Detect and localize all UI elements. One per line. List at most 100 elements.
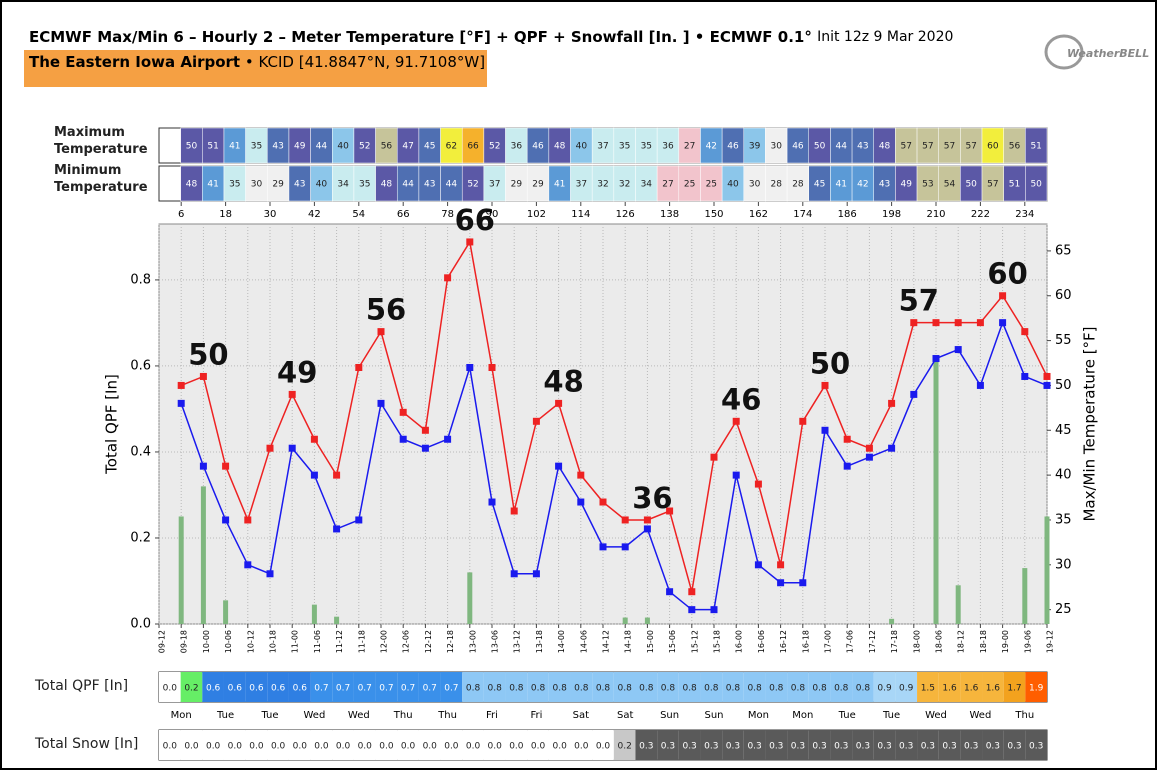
table-value: 35 bbox=[251, 142, 262, 152]
x-tick-label: 15-00 bbox=[646, 630, 655, 653]
hour-tick-label: 162 bbox=[749, 209, 768, 220]
x-tick-label: 16-06 bbox=[757, 630, 766, 653]
table-cell bbox=[223, 730, 246, 760]
table-value: 0.8 bbox=[682, 684, 697, 694]
marker bbox=[688, 588, 696, 596]
marker bbox=[1021, 372, 1029, 380]
hour-tick-label: 126 bbox=[616, 209, 635, 220]
table-cell bbox=[722, 672, 744, 702]
table-value: 0.3 bbox=[726, 742, 740, 752]
table-cell bbox=[1025, 127, 1048, 164]
table-value: 0.0 bbox=[423, 742, 438, 752]
table-value: 41 bbox=[836, 180, 847, 190]
marker bbox=[932, 355, 940, 363]
marker bbox=[643, 525, 651, 533]
table-cell bbox=[657, 730, 679, 760]
y-tick-label: 0.2 bbox=[130, 530, 151, 545]
marker bbox=[910, 319, 918, 327]
marker bbox=[1043, 372, 1051, 380]
table-value: 43 bbox=[294, 180, 305, 190]
marker bbox=[710, 453, 718, 461]
bar bbox=[644, 617, 650, 624]
marker bbox=[821, 426, 829, 434]
table-value: 1.5 bbox=[921, 684, 935, 694]
table-value: 0.3 bbox=[921, 742, 935, 752]
marker bbox=[888, 399, 896, 407]
x-tick-label: 09-18 bbox=[180, 630, 189, 653]
table-value: 0.0 bbox=[271, 742, 286, 752]
title: ECMWF Max/Min 6 – Hourly 2 – Meter Tempe… bbox=[29, 28, 812, 46]
table-value: 48 bbox=[879, 142, 891, 152]
marker bbox=[199, 462, 207, 470]
table-value: 52 bbox=[467, 180, 478, 190]
x-tick-label: 12-18 bbox=[446, 630, 455, 653]
table-value: 49 bbox=[900, 180, 912, 190]
table-value: 0.8 bbox=[769, 684, 784, 694]
table-value: 0.0 bbox=[249, 742, 264, 752]
table-cell bbox=[700, 672, 723, 702]
table-value: 48 bbox=[554, 142, 566, 152]
table-value: 0.8 bbox=[488, 684, 503, 694]
y2-tick-label: 25 bbox=[1055, 602, 1072, 617]
marker bbox=[466, 238, 474, 246]
marker bbox=[333, 525, 341, 533]
table-cell bbox=[1025, 165, 1048, 202]
table-cell bbox=[440, 672, 463, 702]
marker bbox=[843, 435, 851, 443]
table-value: 0.8 bbox=[639, 684, 654, 694]
x-tick-label: 18-00 bbox=[912, 630, 921, 653]
table-value: 30 bbox=[771, 142, 783, 152]
table-cell bbox=[332, 672, 354, 702]
table-cell bbox=[873, 672, 896, 702]
table-value: 1.6 bbox=[986, 684, 1001, 694]
marker bbox=[954, 346, 962, 354]
marker bbox=[932, 319, 940, 327]
day-label: Tue bbox=[882, 710, 900, 721]
table-cell bbox=[917, 672, 939, 702]
table-cell bbox=[938, 730, 961, 760]
table-value: 0.8 bbox=[834, 684, 849, 694]
table-value: 0.8 bbox=[747, 684, 762, 694]
marker bbox=[754, 480, 762, 488]
marker bbox=[488, 498, 496, 506]
logo: WeatherBELL bbox=[1067, 47, 1149, 60]
bar bbox=[334, 616, 340, 624]
table-value: 0.8 bbox=[856, 684, 871, 694]
marker bbox=[510, 570, 518, 578]
table-value: 0.8 bbox=[617, 684, 632, 694]
y2-tick-label: 35 bbox=[1055, 512, 1072, 527]
table-cell bbox=[592, 730, 614, 760]
table-value: 25 bbox=[684, 180, 695, 190]
table-value: 0.3 bbox=[964, 742, 978, 752]
hour-tick-label: 18 bbox=[219, 209, 232, 220]
x-tick-label: 10-18 bbox=[269, 630, 278, 653]
table-cell bbox=[548, 672, 571, 702]
x-tick-label: 15-18 bbox=[713, 630, 722, 653]
table-value: 36 bbox=[511, 142, 523, 152]
table-value: 60 bbox=[987, 142, 999, 152]
marker bbox=[599, 498, 607, 506]
annotation: 60 bbox=[987, 257, 1027, 291]
x-tick-label: 10-06 bbox=[224, 630, 233, 653]
table-value: 0.8 bbox=[466, 684, 481, 694]
annotation: 50 bbox=[810, 346, 850, 380]
y-tick-label: 0.8 bbox=[130, 272, 151, 287]
table-value: 0.0 bbox=[358, 742, 373, 752]
marker bbox=[177, 381, 185, 389]
table-value: 0.3 bbox=[661, 742, 675, 752]
bar bbox=[889, 618, 895, 624]
table-value: 42 bbox=[857, 180, 868, 190]
table-value: 0.3 bbox=[704, 742, 718, 752]
init: Init 12z 9 Mar 2020 bbox=[817, 29, 953, 45]
table-cell bbox=[787, 672, 809, 702]
table-value: 53 bbox=[922, 180, 933, 190]
table-value: 0.0 bbox=[466, 742, 481, 752]
table-value: 27 bbox=[684, 142, 695, 152]
table-cell bbox=[700, 730, 723, 760]
table-cell bbox=[483, 672, 506, 702]
table-value: 43 bbox=[272, 142, 283, 152]
annotation: 36 bbox=[632, 481, 672, 515]
annotation: 46 bbox=[721, 382, 761, 416]
table-value: 66 bbox=[467, 142, 479, 152]
table-value: 0.8 bbox=[509, 684, 524, 694]
